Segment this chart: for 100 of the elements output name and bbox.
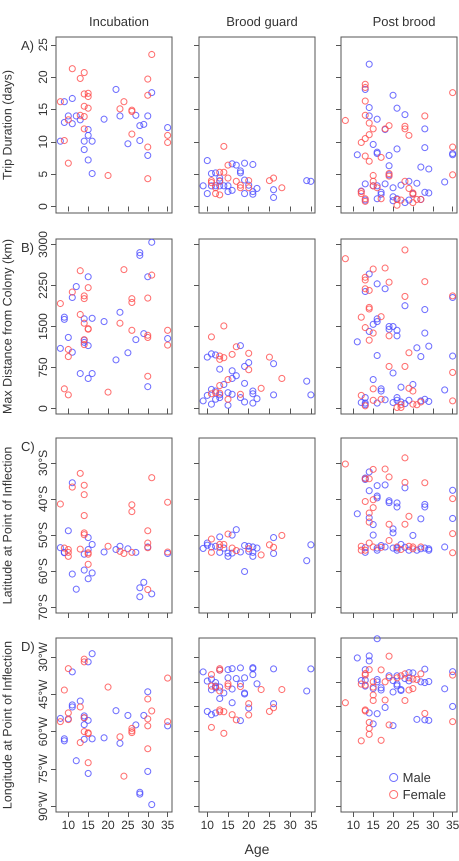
point [394, 104, 401, 112]
point [409, 669, 416, 676]
point [241, 380, 248, 387]
point [394, 503, 401, 510]
point [224, 389, 232, 396]
point [405, 349, 412, 356]
point [409, 543, 416, 550]
point [303, 378, 310, 385]
point [64, 353, 72, 360]
point [216, 706, 224, 714]
point [208, 686, 215, 694]
point [200, 397, 207, 404]
point [216, 356, 224, 363]
point [378, 388, 385, 395]
point [144, 586, 152, 594]
point [245, 359, 252, 366]
point [409, 532, 416, 539]
point [128, 724, 136, 732]
point [417, 164, 424, 171]
x-tick-label: 25 [262, 818, 276, 832]
point [144, 112, 152, 120]
point [342, 116, 349, 124]
point [120, 266, 128, 274]
point [245, 545, 252, 552]
point [449, 144, 456, 150]
point [76, 74, 84, 82]
point [449, 549, 456, 556]
point [80, 113, 88, 120]
point [132, 548, 140, 556]
point [232, 343, 240, 350]
point [144, 383, 152, 390]
point [278, 532, 286, 539]
point [136, 584, 144, 592]
point [136, 790, 144, 798]
point [220, 354, 228, 362]
point [397, 182, 404, 189]
point [386, 473, 393, 480]
point [394, 394, 401, 402]
point [441, 178, 448, 186]
point [68, 668, 76, 676]
point [144, 688, 152, 696]
point [80, 292, 88, 300]
point [342, 255, 349, 262]
x-tick-label: 35 [304, 818, 318, 832]
point [72, 112, 80, 120]
x-tick-label: 30 [283, 818, 298, 832]
point [421, 125, 428, 132]
point [84, 284, 92, 292]
x-axis-title: Age [244, 841, 270, 857]
point [208, 671, 215, 678]
point [64, 548, 72, 556]
point [370, 720, 377, 728]
point [362, 276, 369, 284]
point [80, 482, 88, 489]
point [421, 710, 428, 717]
x-tick-label: 20 [242, 818, 256, 832]
point [80, 69, 88, 76]
point [76, 370, 84, 378]
point [56, 714, 64, 722]
x-tick-label: 10 [62, 818, 76, 832]
point [208, 350, 215, 358]
point [362, 324, 369, 332]
point [366, 475, 373, 482]
y-tick-label: 0 [36, 404, 50, 412]
point [413, 401, 420, 408]
point [413, 716, 420, 723]
point [449, 702, 456, 710]
point [378, 396, 385, 403]
y-axis-title: Latitude at Point of Inflection [0, 446, 14, 604]
point [80, 656, 88, 663]
point [354, 151, 361, 158]
point [270, 174, 278, 182]
point [208, 333, 215, 340]
point [208, 182, 215, 190]
point [358, 677, 365, 684]
point [449, 514, 456, 522]
point [60, 316, 68, 323]
point [394, 404, 401, 411]
point [362, 80, 369, 88]
point [241, 542, 248, 550]
point [249, 190, 256, 198]
point [84, 770, 92, 777]
point [378, 195, 385, 202]
text: B) [21, 240, 34, 255]
point [224, 550, 232, 557]
point [148, 590, 156, 598]
point [128, 298, 136, 306]
point [386, 520, 393, 528]
point [401, 696, 408, 704]
point [228, 186, 236, 194]
point [100, 548, 108, 556]
point [208, 536, 215, 543]
point [270, 360, 278, 368]
point [136, 122, 144, 130]
point [386, 152, 393, 159]
point [390, 323, 397, 330]
point [382, 704, 389, 711]
point [358, 138, 365, 146]
point [366, 468, 373, 476]
point [144, 527, 152, 534]
